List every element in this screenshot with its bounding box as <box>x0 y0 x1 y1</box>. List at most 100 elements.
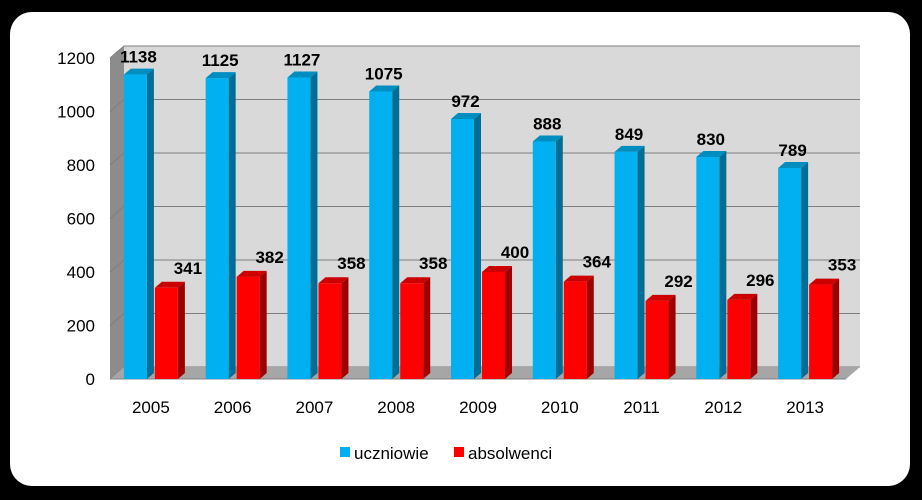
bar-side <box>719 150 727 379</box>
bar-absolwenci-2005: 341 <box>154 259 202 379</box>
bar-side <box>555 135 563 379</box>
bar-top <box>123 68 154 75</box>
legend: uczniowie absolwenci <box>340 444 552 463</box>
bar-front <box>645 300 669 379</box>
bar-top <box>727 293 758 300</box>
bars: 1138 341 1125 382 1127 358 1075 358 972 400 888 364… <box>120 48 856 380</box>
data-label: 830 <box>697 130 725 149</box>
bar-top <box>696 150 727 157</box>
bar-uczniowie-2007: 1127 <box>283 51 320 379</box>
data-label: 292 <box>664 272 692 291</box>
x-tick-label: 2011 <box>623 398 660 417</box>
bar-uczniowie-2011: 849 <box>614 125 645 379</box>
bar-side <box>146 68 154 380</box>
bar-top <box>614 145 645 152</box>
data-label: 789 <box>778 141 806 160</box>
bar-side <box>505 266 512 379</box>
y-tick-label: 400 <box>67 263 95 282</box>
x-tick-label: 2006 <box>214 398 252 417</box>
bar-front <box>778 167 802 379</box>
data-label: 1127 <box>283 51 320 70</box>
y-tick-label: 0 <box>86 370 95 389</box>
bar-side <box>228 72 236 379</box>
bar-side <box>668 294 676 379</box>
bar-top <box>369 85 400 92</box>
bar-top <box>205 72 236 79</box>
gridline <box>109 45 860 59</box>
bar-side <box>637 145 645 379</box>
bar-uczniowie-2006: 1125 <box>202 51 239 379</box>
legend-item-uczniowie: uczniowie <box>340 444 429 463</box>
bar-side <box>341 277 349 379</box>
bar-front <box>205 78 229 379</box>
data-label: 849 <box>615 125 643 144</box>
x-tick-label: 2010 <box>541 398 579 417</box>
y-tick-label: 1200 <box>57 49 95 68</box>
bar-uczniowie-2008: 1075 <box>365 64 403 379</box>
bar-front <box>696 156 720 379</box>
bar-side <box>310 71 318 379</box>
bar-top <box>482 266 512 272</box>
bar-front <box>563 281 587 379</box>
data-label: 358 <box>419 254 447 273</box>
bar-uczniowie-2013: 789 <box>778 141 809 379</box>
bar-top <box>451 112 481 119</box>
bar-top <box>778 161 809 168</box>
bar-front <box>287 77 311 379</box>
bar-absolwenci-2010: 364 <box>563 253 611 379</box>
bar-side <box>259 270 267 379</box>
legend-swatch <box>340 447 350 457</box>
x-tick-label: 2008 <box>377 398 415 417</box>
bar-front <box>154 287 178 379</box>
bar-absolwenci-2009: 400 <box>482 243 529 379</box>
data-label: 400 <box>501 243 529 262</box>
bar-absolwenci-2006: 382 <box>236 248 284 379</box>
bar-top <box>400 277 431 284</box>
legend-item-absolwenci: absolwenci <box>454 444 552 463</box>
data-label: 358 <box>337 254 365 273</box>
x-axis-ticks: 2005 2006 2007 2008 2009 2010 2011 2012 2013 <box>132 398 824 417</box>
legend-swatch <box>454 447 464 457</box>
bar-side <box>750 293 758 379</box>
y-tick-label: 200 <box>67 317 95 336</box>
data-label: 1125 <box>202 51 239 70</box>
bar-uczniowie-2012: 830 <box>696 130 727 379</box>
x-tick-label: 2013 <box>786 398 824 417</box>
bar-side <box>474 112 481 380</box>
data-label: 888 <box>533 114 561 133</box>
bar-front <box>123 74 147 380</box>
bar-absolwenci-2008: 358 <box>400 254 447 379</box>
bar-top <box>809 278 840 285</box>
bar-front <box>400 283 424 379</box>
data-label: 341 <box>174 259 202 278</box>
bar-side <box>832 278 840 379</box>
data-label: 972 <box>451 92 479 111</box>
y-tick-label: 600 <box>67 210 95 229</box>
bar-absolwenci-2011: 292 <box>645 272 693 379</box>
bar-absolwenci-2007: 358 <box>318 254 366 379</box>
data-label: 382 <box>255 248 283 267</box>
bar-top <box>563 275 594 282</box>
bar-uczniowie-2009: 972 <box>451 92 481 380</box>
bar-front <box>369 91 393 379</box>
bar-front <box>727 299 751 379</box>
bar-top <box>318 277 349 284</box>
bar-uczniowie-2010: 888 <box>532 114 563 379</box>
x-tick-label: 2005 <box>132 398 170 417</box>
bar-front <box>532 141 556 379</box>
bar-side <box>586 275 594 379</box>
bar-side <box>392 85 400 379</box>
bar-side <box>423 277 431 379</box>
bar-top <box>287 71 318 78</box>
data-label: 353 <box>828 256 856 275</box>
bar-uczniowie-2005: 1138 <box>120 48 157 380</box>
bar-front <box>318 283 342 379</box>
x-tick-label: 2012 <box>704 398 742 417</box>
data-label: 1075 <box>365 64 403 83</box>
legend-label: uczniowie <box>354 444 429 463</box>
bar-front <box>451 118 474 380</box>
y-tick-label: 1000 <box>57 103 95 122</box>
bar-top <box>236 270 267 277</box>
x-tick-label: 2007 <box>296 398 334 417</box>
